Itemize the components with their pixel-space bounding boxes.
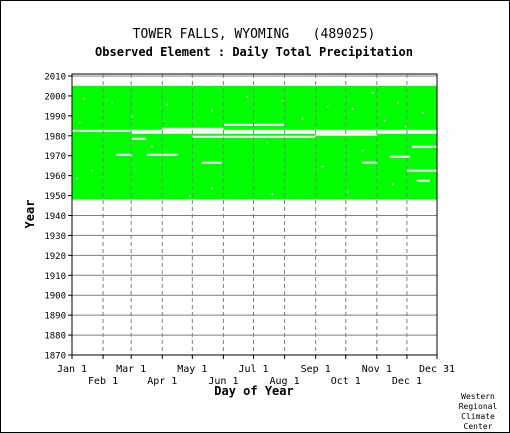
x-tick-label: Jul 1 bbox=[238, 364, 268, 375]
missing-day bbox=[361, 149, 364, 152]
y-tick-label: 1950 bbox=[44, 192, 66, 202]
y-tick-label: 1970 bbox=[44, 152, 66, 162]
missing-day bbox=[131, 115, 133, 118]
y-tick-label: 2010 bbox=[44, 72, 66, 82]
missing-segment bbox=[406, 169, 437, 172]
credit-line: Center bbox=[464, 422, 493, 431]
credit-line: Regional bbox=[459, 402, 498, 411]
y-tick-label: 1910 bbox=[44, 272, 66, 282]
missing-day bbox=[281, 99, 284, 102]
x-tick-label: Aug 1 bbox=[270, 376, 300, 387]
y-tick-label: 1890 bbox=[44, 312, 66, 322]
missing-segment bbox=[315, 133, 377, 136]
x-axis-label: Day of Year bbox=[214, 384, 293, 398]
missing-day bbox=[79, 121, 81, 124]
credit-block: Western Regional Climate Center bbox=[459, 392, 498, 431]
missing-day bbox=[211, 109, 213, 112]
x-tick-label: Dec 1 bbox=[392, 376, 422, 387]
credit-line: Climate bbox=[461, 412, 495, 421]
missing-segment bbox=[389, 155, 410, 158]
y-tick-label: 2000 bbox=[44, 92, 66, 102]
missing-segment bbox=[131, 131, 437, 134]
missing-day bbox=[211, 187, 213, 190]
missing-day bbox=[246, 95, 249, 98]
missing-day bbox=[76, 177, 78, 180]
missing-segment bbox=[361, 161, 377, 164]
plot-border bbox=[71, 73, 438, 356]
x-tick-label: Dec 31 bbox=[419, 364, 455, 375]
y-tick-label: 1940 bbox=[44, 212, 66, 222]
missing-segment bbox=[147, 153, 179, 156]
y-tick-label: 1930 bbox=[44, 232, 66, 242]
y-tick-label: 1870 bbox=[44, 352, 66, 362]
data-layer bbox=[72, 85, 437, 200]
x-tick-label: Sep 1 bbox=[301, 364, 331, 375]
missing-day bbox=[371, 91, 374, 94]
y-tick-label: 1980 bbox=[44, 132, 66, 142]
missing-day bbox=[166, 103, 168, 106]
missing-day bbox=[326, 105, 329, 108]
x-tick-label: Oct 1 bbox=[331, 376, 361, 387]
missing-day bbox=[271, 193, 274, 196]
missing-segment bbox=[192, 135, 316, 138]
missing-day bbox=[151, 145, 153, 148]
y-axis-ticks: 1870 1880 1890 1900 1910 1920 1930 1940 1950 1960… bbox=[44, 72, 72, 362]
x-tick-label: Nov 1 bbox=[362, 364, 392, 375]
missing-day bbox=[351, 107, 354, 110]
missing-day bbox=[404, 125, 407, 128]
missing-day bbox=[391, 183, 394, 186]
x-tick-label: Jun 1 bbox=[208, 376, 238, 387]
x-tick-label: Apr 1 bbox=[147, 376, 177, 387]
missing-segment bbox=[162, 127, 224, 130]
missing-segment bbox=[201, 161, 222, 164]
y-tick-label: 1960 bbox=[44, 172, 66, 182]
y-tick-label: 1880 bbox=[44, 332, 66, 342]
missing-day bbox=[301, 117, 304, 120]
missing-day bbox=[396, 101, 399, 104]
x-tick-label: May 1 bbox=[177, 364, 207, 375]
missing-day bbox=[266, 141, 269, 144]
x-tick-label: Jan 1 bbox=[57, 364, 87, 375]
missing-segment bbox=[131, 137, 147, 140]
chart-subtitle: Observed Element : Daily Total Precipita… bbox=[95, 45, 413, 59]
x-tick-label: Feb 1 bbox=[88, 376, 118, 387]
missing-segment bbox=[223, 123, 285, 126]
x-tick-label: Mar 1 bbox=[116, 364, 146, 375]
y-tick-label: 1990 bbox=[44, 112, 66, 122]
y-axis-label: Year bbox=[23, 200, 37, 229]
missing-day bbox=[421, 111, 424, 114]
y-tick-label: 1920 bbox=[44, 252, 66, 262]
missing-day bbox=[111, 101, 113, 104]
missing-segment bbox=[116, 153, 133, 156]
vertical-grid bbox=[102, 74, 408, 355]
missing-day bbox=[189, 195, 191, 198]
missing-day bbox=[346, 191, 349, 194]
missing-day bbox=[321, 165, 324, 168]
y-tick-label: 1900 bbox=[44, 292, 66, 302]
missing-day bbox=[383, 119, 386, 122]
credit-line: Western bbox=[461, 392, 495, 401]
missing-segment bbox=[411, 145, 437, 148]
missing-segment bbox=[72, 129, 437, 132]
missing-segment bbox=[416, 179, 430, 182]
missing-day bbox=[83, 97, 85, 100]
missing-day bbox=[91, 169, 93, 172]
data-band bbox=[72, 85, 437, 200]
chart-title: TOWER FALLS, WYOMING (489025) bbox=[133, 27, 376, 42]
